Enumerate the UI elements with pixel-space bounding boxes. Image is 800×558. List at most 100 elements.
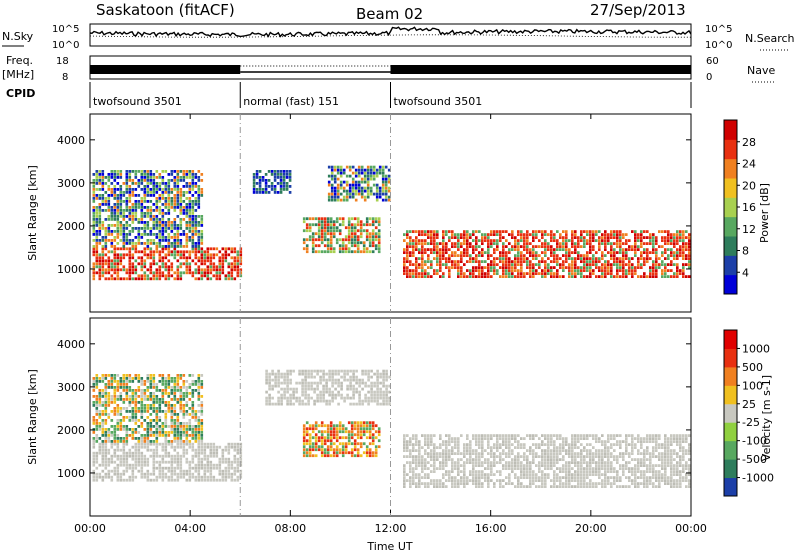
velocity-echo-cell <box>213 479 216 482</box>
power-echo-cell <box>595 275 598 278</box>
velocity-echo-cell <box>412 449 415 452</box>
velocity-echo-cell <box>412 434 415 437</box>
power-echo-cell <box>556 272 559 275</box>
power-echo-cell <box>192 259 195 262</box>
velocity-echo-cell <box>502 437 505 440</box>
velocity-echo-cell <box>463 476 466 479</box>
power-echo-cell <box>382 187 385 190</box>
velocity-echo-cell <box>141 446 144 449</box>
velocity-echo-cell <box>424 485 427 488</box>
power-echo-cell <box>514 257 517 260</box>
power-echo-cell <box>198 200 201 203</box>
velocity-echo-cell <box>162 434 165 437</box>
power-echo-cell <box>667 275 670 278</box>
power-echo-cell <box>189 265 192 268</box>
power-echo-cell <box>622 266 625 269</box>
velocity-echo-cell <box>460 470 463 473</box>
power-echo-cell <box>283 182 286 185</box>
velocity-echo-cell <box>186 434 189 437</box>
power-echo-cell <box>376 187 379 190</box>
velocity-echo-cell <box>457 479 460 482</box>
power-echo-cell <box>409 230 412 233</box>
velocity-echo-cell <box>144 398 147 401</box>
power-echo-cell <box>336 220 339 223</box>
power-echo-cell <box>364 172 367 175</box>
velocity-echo-cell <box>195 449 198 452</box>
velocity-echo-cell <box>490 470 493 473</box>
power-echo-cell <box>466 254 469 257</box>
power-echo-cell <box>523 272 526 275</box>
velocity-echo-cell <box>204 464 207 467</box>
power-echo-cell <box>610 254 613 257</box>
velocity-echo-cell <box>129 467 132 470</box>
power-echo-cell <box>153 233 156 236</box>
velocity-echo-cell <box>421 455 424 458</box>
power-echo-cell <box>102 262 105 265</box>
power-echo-cell <box>562 239 565 242</box>
velocity-echo-cell <box>96 434 99 437</box>
power-echo-cell <box>168 182 171 185</box>
power-echo-cell <box>619 248 622 251</box>
velocity-echo-cell <box>286 397 289 400</box>
power-echo-cell <box>604 263 607 266</box>
power-echo-cell <box>120 194 123 197</box>
power-echo-cell <box>451 233 454 236</box>
power-echo-cell <box>385 178 388 181</box>
velocity-echo-cell <box>180 401 183 404</box>
power-echo-cell <box>673 257 676 260</box>
velocity-echo-cell <box>132 437 135 440</box>
velocity-echo-cell <box>138 449 141 452</box>
power-echo-cell <box>126 277 129 280</box>
velocity-echo-cell <box>514 437 517 440</box>
power-echo-cell <box>256 173 259 176</box>
velocity-echo-cell <box>514 458 517 461</box>
power-echo-cell <box>586 266 589 269</box>
power-echo-cell <box>337 178 340 181</box>
velocity-echo-cell <box>135 407 138 410</box>
velocity-echo-cell <box>192 467 195 470</box>
velocity-echo-cell <box>186 428 189 431</box>
power-echo-cell <box>547 257 550 260</box>
power-echo-cell <box>198 224 201 227</box>
velocity-echo-cell <box>162 428 165 431</box>
power-echo-cell <box>372 232 375 235</box>
power-echo-cell <box>330 220 333 223</box>
velocity-echo-cell <box>351 448 354 451</box>
velocity-echo-cell <box>147 458 150 461</box>
power-echo-cell <box>418 248 421 251</box>
velocity-echo-cell <box>219 479 222 482</box>
velocity-echo-cell <box>231 464 234 467</box>
power-echo-cell <box>135 271 138 274</box>
power-echo-cell <box>265 173 268 176</box>
velocity-echo-cell <box>517 467 520 470</box>
velocity-echo-cell <box>289 373 292 376</box>
velocity-echo-cell <box>183 386 186 389</box>
power-echo-cell <box>171 242 174 245</box>
velocity-echo-cell <box>171 461 174 464</box>
power-echo-cell <box>409 263 412 266</box>
velocity-echo-cell <box>312 442 315 445</box>
velocity-echo-cell <box>343 370 346 373</box>
power-echo-cell <box>493 251 496 254</box>
power-echo-cell <box>535 269 538 272</box>
power-echo-cell <box>418 239 421 242</box>
power-echo-cell <box>111 209 114 212</box>
velocity-echo-cell <box>439 446 442 449</box>
velocity-echo-cell <box>138 455 141 458</box>
velocity-echo-cell <box>445 470 448 473</box>
velocity-echo-cell <box>93 404 96 407</box>
velocity-echo-cell <box>120 407 123 410</box>
velocity-echo-cell <box>271 385 274 388</box>
power-echo-cell <box>631 263 634 266</box>
power-echo-cell <box>406 245 409 248</box>
velocity-echo-cell <box>93 437 96 440</box>
power-echo-cell <box>231 256 234 259</box>
velocity-echo-cell <box>165 404 168 407</box>
velocity-echo-cell <box>351 430 354 433</box>
power-echo-cell <box>150 206 153 209</box>
power-echo-cell <box>318 223 321 226</box>
velocity-echo-cell <box>231 476 234 479</box>
velocity-echo-cell <box>445 452 448 455</box>
velocity-echo-cell <box>309 448 312 451</box>
power-colorbar-label-5: 8 <box>742 245 749 258</box>
